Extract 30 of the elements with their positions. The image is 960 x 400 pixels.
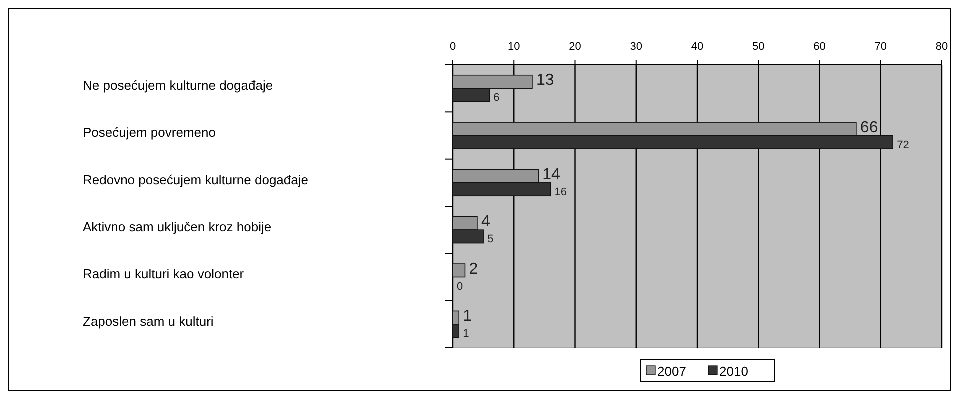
- legend-label: 2010: [720, 364, 748, 379]
- x2-tick-label: 20: [569, 41, 582, 53]
- x2-tick-label: 10: [508, 41, 520, 53]
- bar: [452, 264, 466, 278]
- y-tick-label: Zaposlen sam u kulturi: [83, 314, 214, 329]
- legend-label: 2007: [658, 364, 686, 379]
- x2-tick-label: 30: [630, 41, 642, 53]
- data-label: 2: [469, 260, 478, 278]
- data-label: 66: [860, 119, 878, 136]
- x2-tick-label: 50: [752, 41, 765, 53]
- y-tick-label: Posećujem povremeno: [83, 125, 216, 140]
- data-label: 14: [542, 166, 560, 184]
- x2-tick-label: 0: [450, 41, 456, 53]
- x2-tick-label: 60: [814, 41, 826, 53]
- data-label: 16: [554, 186, 568, 198]
- data-label: 0: [457, 280, 464, 293]
- data-label: 5: [488, 234, 494, 246]
- data-label: 1: [463, 308, 472, 326]
- data-label: 6: [494, 92, 500, 104]
- y-tick-label: Redovno posećujem kulturne događaje: [83, 172, 308, 188]
- data-label: 72: [897, 139, 910, 152]
- y-tick-label: Ne posećujem kulturne događaje: [83, 78, 274, 94]
- x2-tick-label: 40: [691, 41, 704, 53]
- data-label: 13: [536, 72, 554, 90]
- y-tick-label: Radim u kulturi kao volonter: [83, 266, 245, 282]
- x2-tick-label: 70: [874, 41, 887, 53]
- data-label: 1: [463, 328, 470, 340]
- data-label: 4: [481, 214, 490, 231]
- x2-tick-label: 80: [936, 41, 948, 53]
- y-tick-label: Aktivno sam uključen kroz hobije: [83, 220, 272, 235]
